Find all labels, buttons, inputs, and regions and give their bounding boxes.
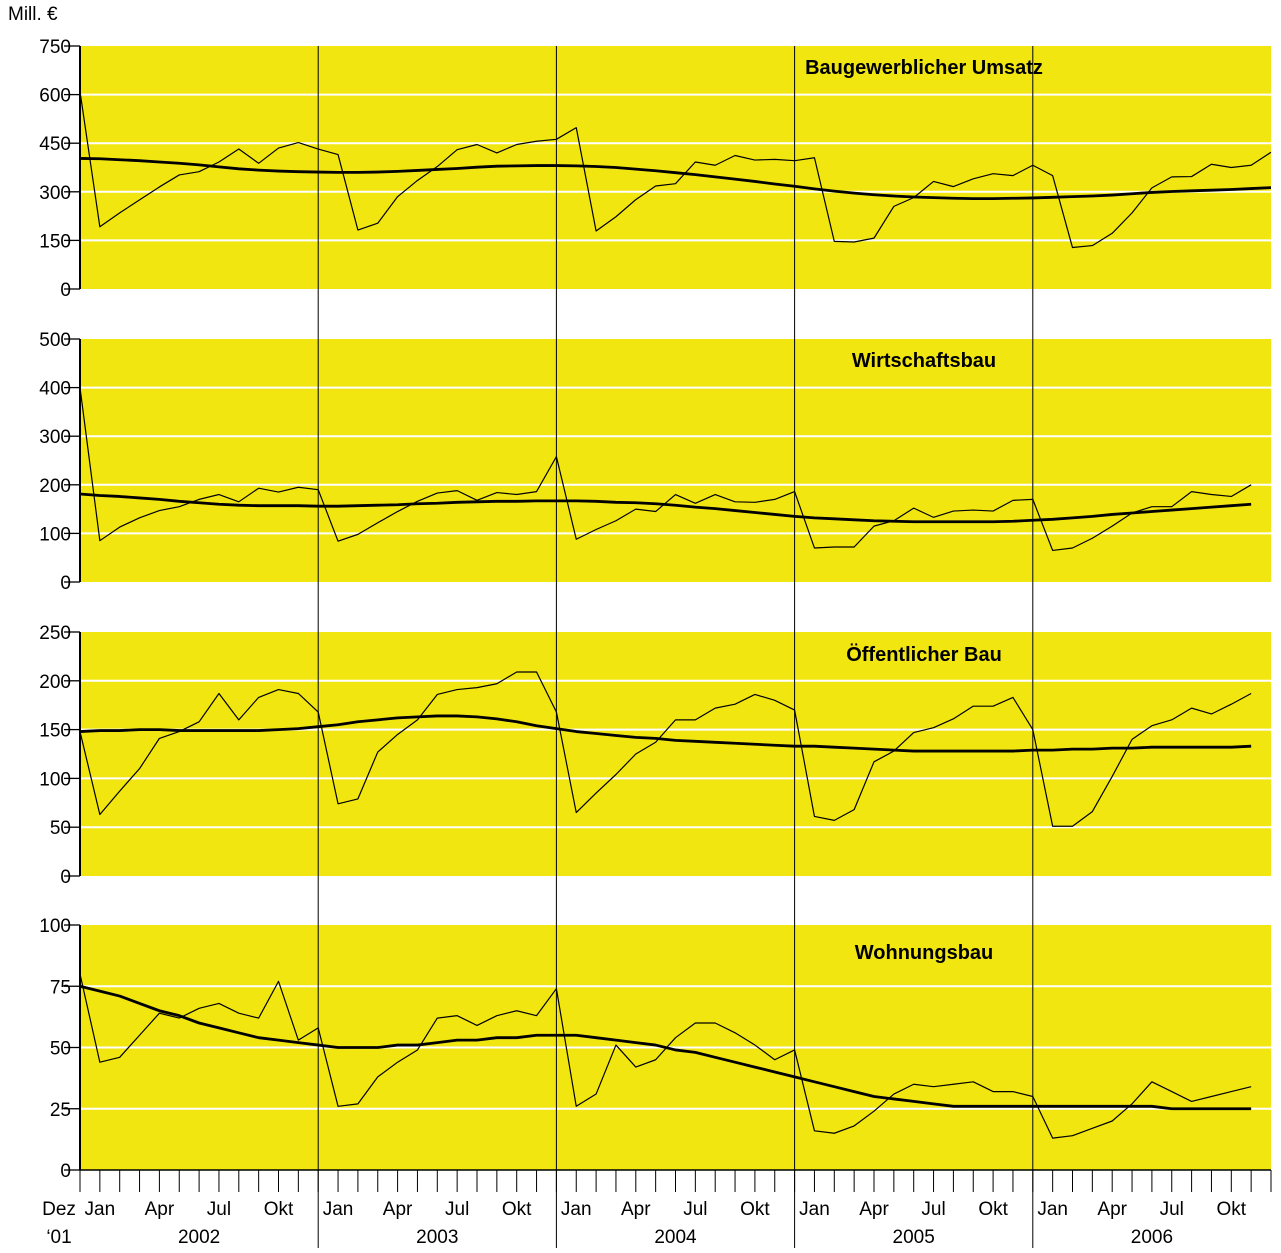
chart-panel-1: 0 150 300 450 600 750 Baugewerblicher Umsatz <box>39 37 1272 301</box>
x-tick-label: Apr <box>145 1199 175 1220</box>
year-label: 2004 <box>654 1227 697 1248</box>
y-tick-label: 0 <box>60 280 71 301</box>
y-tick-label: 200 <box>39 672 71 693</box>
y-tick-label: 150 <box>39 231 71 252</box>
x-tick-label: Apr <box>1097 1199 1127 1220</box>
monthly-series-line <box>79 91 1272 249</box>
chart-panel-4: 0 25 50 75 100 Wohnungsbau <box>39 916 1271 1182</box>
x-tick-label: Apr <box>859 1199 889 1220</box>
y-tick-label: 250 <box>39 623 71 644</box>
y-tick-label: 0 <box>60 573 71 594</box>
x-tick-label: Jul <box>683 1199 707 1220</box>
x-tick-sublabel: ‘01 <box>46 1227 71 1248</box>
y-tick-label: 100 <box>39 769 71 790</box>
trend-series-line <box>79 157 1272 201</box>
x-tick-label: Jan <box>799 1199 830 1220</box>
x-tick-label: Jan <box>323 1199 354 1220</box>
x-tick-label: Jan <box>1037 1199 1068 1220</box>
y-tick-label: 600 <box>39 86 71 107</box>
y-tick-label: 0 <box>60 867 71 888</box>
panel-title: Wohnungsbau <box>855 942 994 964</box>
year-label: 2006 <box>1131 1227 1173 1248</box>
x-tick-label: Okt <box>1217 1199 1247 1220</box>
x-tick-label: Jul <box>1160 1199 1184 1220</box>
year-label: 2005 <box>893 1227 935 1248</box>
panel-title: Öffentlicher Bau <box>846 643 1002 666</box>
x-tick-label: Apr <box>621 1199 651 1220</box>
y-tick-label: 450 <box>39 134 71 155</box>
y-tick-label: 0 <box>60 1161 71 1182</box>
x-tick-label: Jul <box>207 1199 231 1220</box>
trend-series-line <box>79 714 1252 753</box>
panel-background <box>80 632 1271 876</box>
monthly-series-line <box>79 671 1252 827</box>
y-tick-label: 100 <box>39 524 71 545</box>
unit-label: Mill. € <box>8 4 58 25</box>
panel-background <box>80 46 1271 289</box>
y-tick-label: 300 <box>39 183 71 204</box>
y-tick-label: 50 <box>50 818 71 839</box>
trend-series-line <box>79 492 1252 524</box>
y-tick-label: 400 <box>39 379 71 400</box>
panel-title: Baugewerblicher Umsatz <box>805 57 1043 79</box>
y-tick-label: 50 <box>50 1039 71 1060</box>
year-label: 2002 <box>178 1227 220 1248</box>
chart-panel-2: 0 100 200 300 400 500 Wirtschaftsbau <box>39 330 1271 594</box>
x-tick-label: Apr <box>383 1199 413 1220</box>
monthly-series-line <box>79 387 1252 552</box>
y-tick-label: 150 <box>39 721 71 742</box>
x-tick-label: Okt <box>502 1199 532 1220</box>
y-tick-label: 750 <box>39 37 71 58</box>
x-tick-label: Jan <box>85 1199 116 1220</box>
trend-series-line <box>79 984 1252 1111</box>
x-tick-label: Okt <box>740 1199 770 1220</box>
x-tick-label: Jul <box>445 1199 469 1220</box>
y-tick-label: 200 <box>39 476 71 497</box>
panel-background <box>80 339 1271 582</box>
x-tick-label: Jul <box>921 1199 945 1220</box>
x-tick-label: Jan <box>561 1199 592 1220</box>
y-tick-label: 500 <box>39 330 71 351</box>
x-tick-label: Okt <box>978 1199 1008 1220</box>
y-tick-label: 100 <box>39 916 71 937</box>
y-tick-label: 75 <box>50 977 71 998</box>
year-label: 2003 <box>416 1227 458 1248</box>
y-tick-label: 25 <box>50 1100 71 1121</box>
y-tick-label: 300 <box>39 427 71 448</box>
x-tick-label: Dez <box>42 1199 76 1220</box>
x-tick-label: Okt <box>264 1199 294 1220</box>
chart-panel-3: 0 50 100 150 200 250 Öffentlicher Bau <box>39 623 1271 888</box>
panel-title: Wirtschaftsbau <box>852 350 996 372</box>
